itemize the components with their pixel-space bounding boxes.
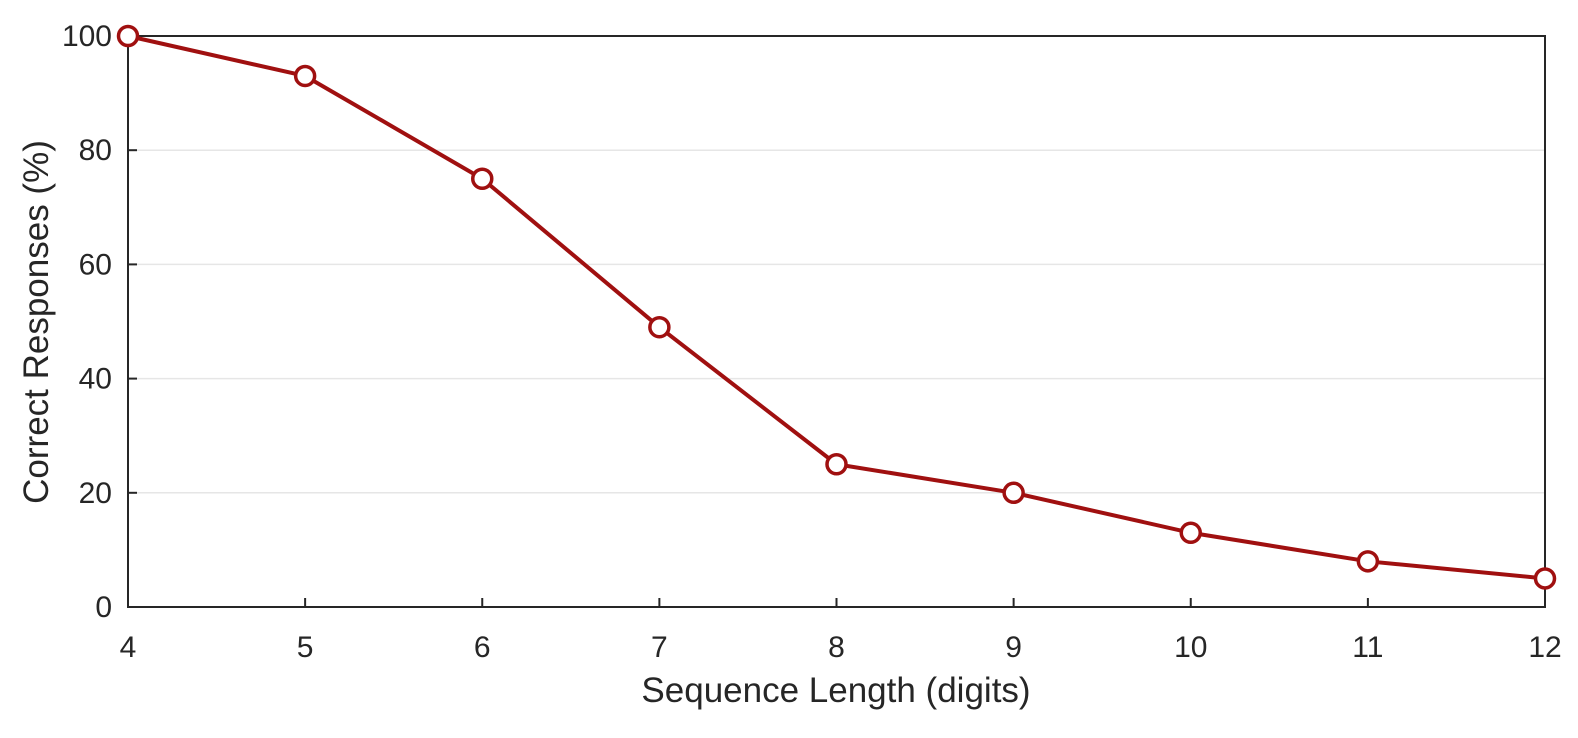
- x-tick-labels-group: 4 5 6 7 8 9 10 11 12: [120, 631, 1562, 664]
- x-tick-label: 7: [651, 631, 668, 664]
- x-tick-label: 9: [1005, 631, 1022, 664]
- axes-box-group: [127, 35, 1546, 608]
- y-tick-labels-group: 0 20 40 60 80 100: [62, 20, 112, 624]
- y-tick-label: 80: [79, 134, 112, 167]
- data-point-marker: [1179, 521, 1202, 545]
- y-tick-label: 60: [79, 248, 112, 281]
- x-axis-label: Sequence Length (digits): [641, 671, 1030, 710]
- y-tick-label: 100: [62, 20, 112, 53]
- data-point-marker: [471, 167, 494, 190]
- data-series-group: [116, 24, 1557, 590]
- data-point-marker: [116, 24, 140, 48]
- plot-border: [127, 35, 1546, 608]
- tick-marks-group: [127, 35, 1546, 608]
- data-point-marker: [1356, 550, 1380, 573]
- x-tick-label: 10: [1174, 631, 1207, 664]
- x-tick-label: 8: [828, 631, 845, 664]
- y-axis-label: Correct Responses (%): [17, 140, 56, 504]
- data-point-marker: [293, 64, 317, 88]
- gridlines-group: [128, 35, 1545, 494]
- data-point-marker: [648, 315, 671, 339]
- x-tick-label: 4: [120, 631, 137, 664]
- x-tick-label: 11: [1352, 631, 1383, 664]
- x-tick-label: 6: [474, 631, 491, 664]
- data-point-marker: [825, 453, 848, 476]
- data-point-marker: [1002, 481, 1025, 505]
- y-tick-label: 40: [79, 363, 112, 396]
- x-tick-label: 5: [297, 631, 314, 664]
- x-tick-label: 12: [1528, 631, 1561, 664]
- data-point-marker: [1533, 567, 1557, 590]
- y-tick-label: 20: [79, 477, 112, 510]
- series-line: [126, 34, 1547, 581]
- y-tick-label: 0: [95, 591, 112, 624]
